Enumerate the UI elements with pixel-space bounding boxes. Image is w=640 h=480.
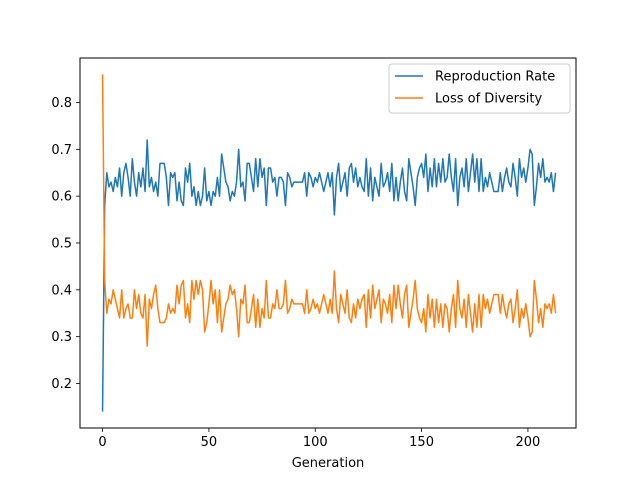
legend-frame xyxy=(388,63,571,114)
x-tick-label: 50 xyxy=(201,435,218,450)
x-axis-label: Generation xyxy=(292,456,365,471)
legend: Reproduction Rate Loss of Diversity xyxy=(388,63,571,114)
series-line-reproduction-rate xyxy=(101,139,557,412)
x-tick-label: 200 xyxy=(516,435,541,450)
ticks-layer: 0 50 100 150 200 0.2 0.3 0.4 0.5 0.6 0.7 0.8 xyxy=(51,96,540,450)
x-tick-label: 0 xyxy=(98,435,106,450)
y-tick-label: 0.6 xyxy=(51,190,72,205)
y-tick-label: 0.3 xyxy=(51,330,72,345)
legend-label-reproduction-rate: Reproduction Rate xyxy=(435,70,555,85)
series-line-loss-of-diversity xyxy=(101,74,557,347)
y-tick-label: 0.8 xyxy=(51,96,72,111)
y-tick-label: 0.2 xyxy=(51,377,72,392)
y-tick-label: 0.5 xyxy=(51,237,72,252)
series-layer xyxy=(101,74,557,412)
x-tick-label: 150 xyxy=(409,435,434,450)
plot-frame xyxy=(79,57,577,429)
x-tick-label: 100 xyxy=(303,435,328,450)
legend-label-loss-of-diversity: Loss of Diversity xyxy=(435,92,542,107)
y-tick-label: 0.7 xyxy=(51,143,72,158)
y-tick-label: 0.4 xyxy=(51,283,72,298)
